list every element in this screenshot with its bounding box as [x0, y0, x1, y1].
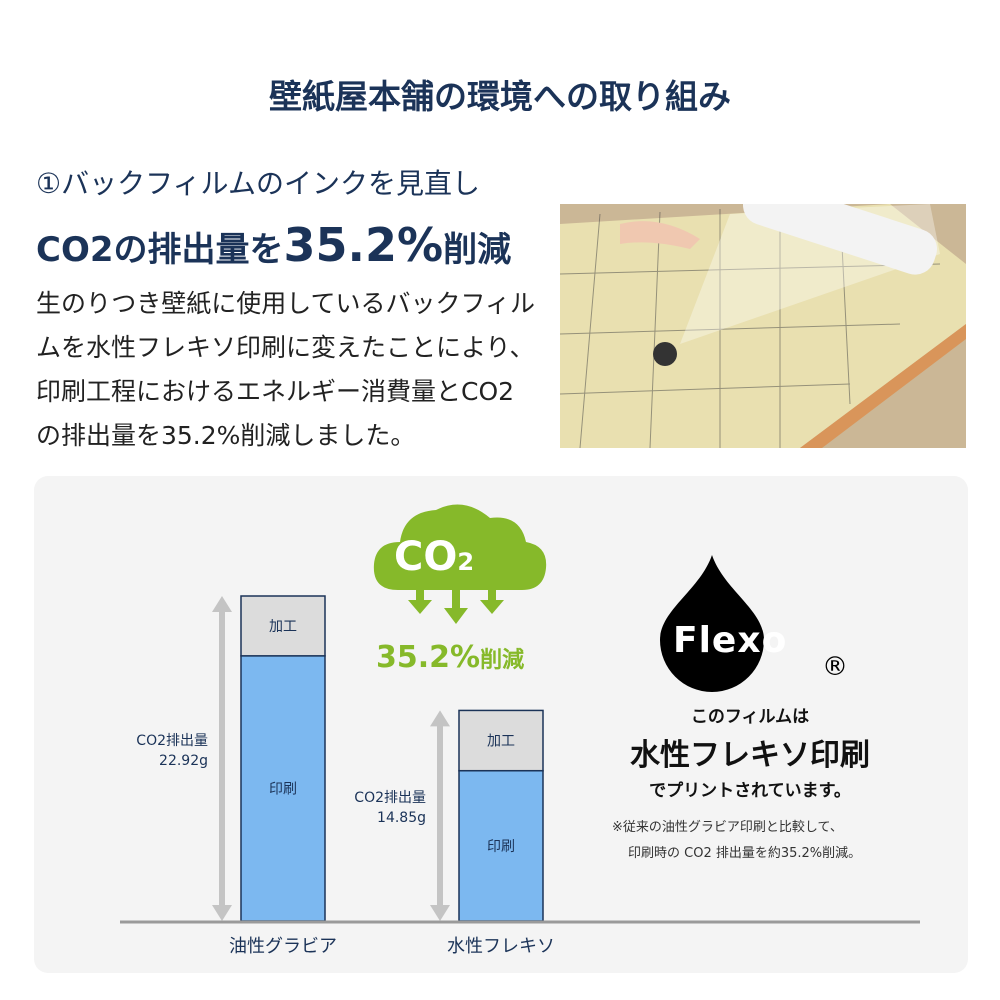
flexo-line2: 水性フレキソ印刷: [630, 738, 870, 773]
total-label: CO2排出量 14.85g: [354, 788, 426, 828]
arrow-head-up: [430, 710, 450, 727]
segment-label: 加工: [269, 619, 297, 635]
bar-segment-print: [458, 769, 544, 922]
total-label-name: CO2排出量: [136, 732, 208, 749]
section-heading: ①バックフィルムのインクを見直し: [36, 167, 480, 200]
co2-label: CO: [394, 534, 458, 580]
flexo-note2: 印刷時の CO2 排出量を約35.2%削減。: [628, 846, 862, 861]
heading-suffix: 削減: [443, 230, 512, 270]
category-label: 水性フレキソ: [447, 936, 555, 957]
co2-text: CO2: [394, 534, 474, 580]
co2-cloud-icon: [373, 504, 547, 624]
reduction-badge: 35.2%削減: [376, 640, 524, 675]
flexo-drop-icon: [660, 555, 764, 692]
co2-subscript: 2: [457, 548, 475, 576]
flexo-line1: このフィルムは: [690, 707, 810, 727]
flexo-note1: ※従来の油性グラビア印刷と比較して、: [612, 820, 843, 835]
reduction-label: 削減: [480, 648, 525, 673]
category-label: 油性グラビア: [229, 936, 337, 957]
total-label-value: 22.92g: [159, 752, 208, 769]
total-label: CO2排出量 22.92g: [136, 731, 208, 771]
segment-label: 印刷: [269, 781, 297, 797]
description: 生のりつき壁紙に使用しているバックフィルムを水性フレキソ印刷に変えたことにより、…: [36, 289, 536, 450]
page-title: 壁紙屋本舗の環境への取り組み: [269, 77, 731, 116]
heading-prefix: CO2の排出量を: [36, 230, 284, 270]
bar-segment-process: [458, 709, 544, 772]
reduction-heading: CO2の排出量を35.2%削減: [36, 218, 511, 272]
arrow-head-up: [212, 596, 232, 612]
bar-segment-print: [240, 655, 326, 922]
reduction-value: 35.2%: [376, 640, 481, 675]
registered-mark: ®: [822, 652, 848, 682]
arrow-head-down: [430, 905, 450, 921]
total-label-name: CO2排出量: [354, 789, 426, 806]
segment-label: 加工: [487, 734, 515, 750]
flexo-line3: でプリントされています。: [649, 781, 851, 801]
total-label-value: 14.85g: [377, 809, 426, 826]
bar-segment-process: [240, 595, 326, 657]
segment-label: 印刷: [487, 839, 515, 855]
arrow-head-down: [212, 905, 232, 921]
flexo-logo: Flexo: [673, 620, 788, 661]
product-photo: [560, 204, 966, 448]
heading-value: 35.2%: [283, 218, 444, 272]
